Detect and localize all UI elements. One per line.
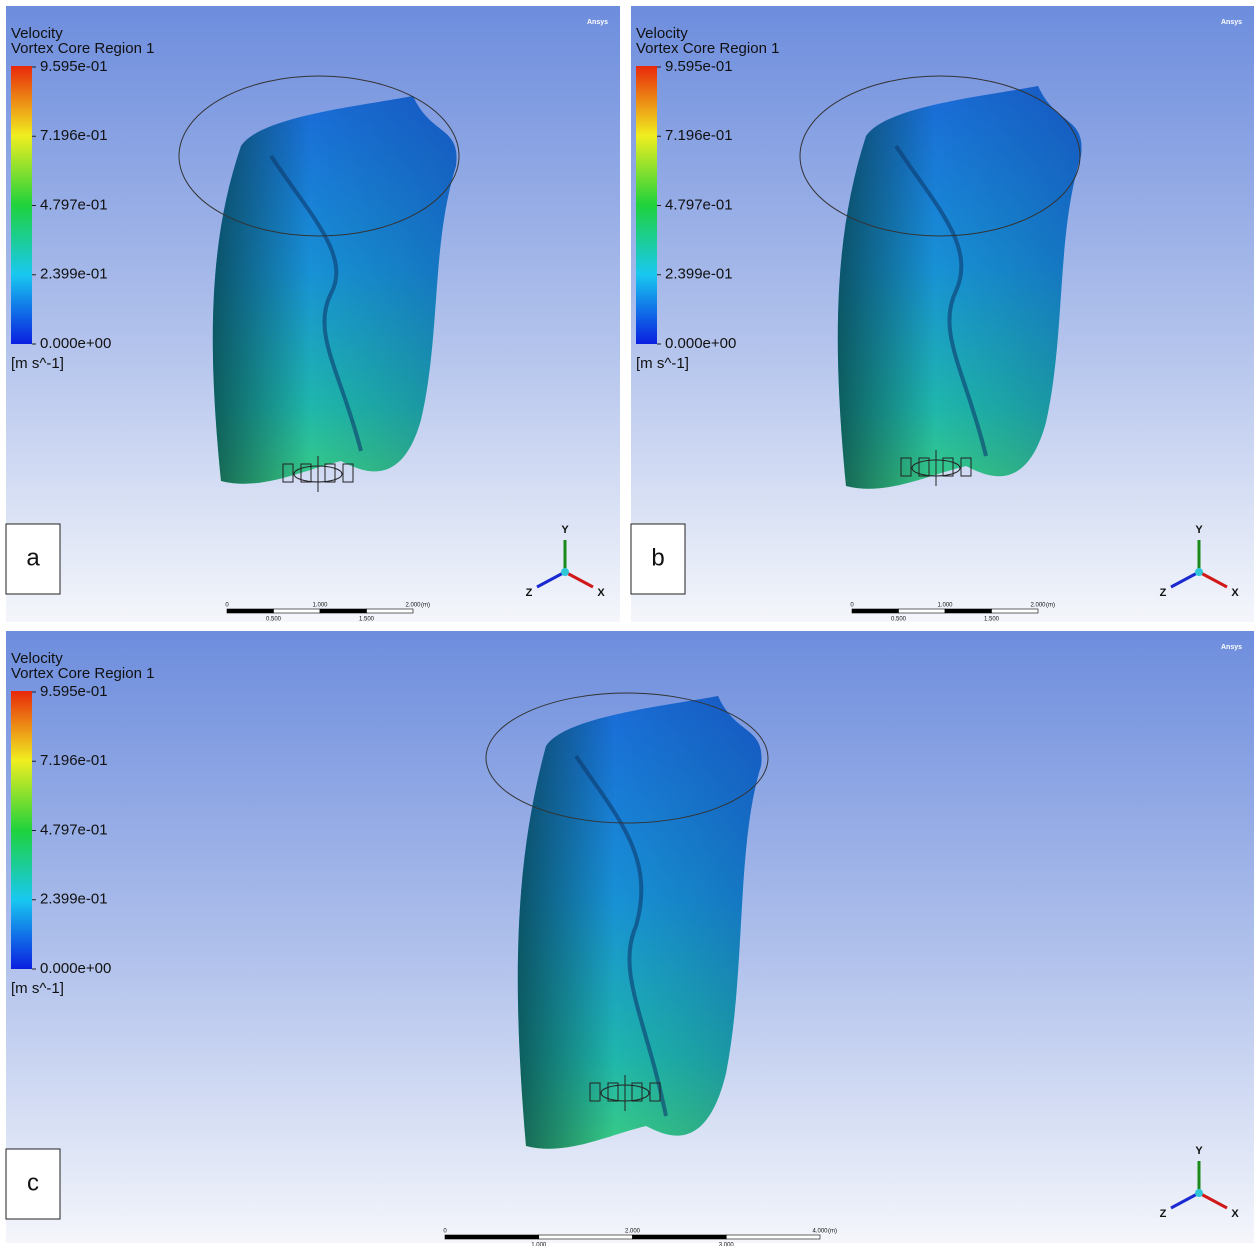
colorbar-tick-label: 4.797e-01	[665, 196, 733, 213]
page: {"panels": [ {"label": "a", "legend": {"…	[0, 0, 1254, 1246]
colorbar-tick-label: 0.000e+00	[40, 335, 111, 352]
colorbar-tick-label: 2.399e-01	[665, 266, 733, 283]
scale-label: 0.500	[891, 617, 907, 623]
axis-origin	[561, 568, 569, 576]
axis-x-label: X	[1231, 587, 1239, 599]
scale-unit: (m)	[421, 603, 430, 609]
scale-bar-segment	[899, 609, 946, 613]
axis-y-label: Y	[1195, 1145, 1203, 1157]
scale-unit: (m)	[1046, 603, 1055, 609]
colorbar-tick-label: 9.595e-01	[665, 58, 733, 75]
colorbar-tick-label: 2.399e-01	[40, 266, 108, 283]
scale-bar-segment	[274, 609, 321, 613]
colorbar-tick-label: 7.196e-01	[665, 127, 733, 144]
colorbar-tick-label: 0.000e+00	[40, 960, 111, 977]
colorbar-tick-label: 4.797e-01	[40, 196, 108, 213]
scale-bar-segment	[945, 609, 992, 613]
scale-label: 2.000	[405, 603, 421, 609]
scale-unit: (m)	[828, 1229, 837, 1235]
colorbar-tick-label: 9.595e-01	[40, 683, 108, 700]
legend-subtitle: Vortex Core Region 1	[636, 40, 779, 57]
legend-subtitle: Vortex Core Region 1	[11, 40, 154, 57]
scale-bar-segment	[367, 609, 414, 613]
legend-unit: [m s^-1]	[11, 355, 64, 372]
axis-x-label: X	[597, 587, 605, 599]
scale-label: 1.500	[984, 617, 1000, 623]
colorbar-tick-label: 9.595e-01	[40, 58, 108, 75]
scale-label: 4.000	[812, 1229, 828, 1235]
axis-origin	[1195, 568, 1203, 576]
colorbar-tick-label: 2.399e-01	[40, 891, 108, 908]
panel-label: a	[26, 544, 40, 571]
scale-label: 1.000	[531, 1243, 547, 1246]
axis-origin	[1195, 1189, 1203, 1197]
axis-y-label: Y	[1195, 524, 1203, 536]
scale-bar-segment	[227, 609, 274, 613]
scale-label: 1.000	[312, 603, 328, 609]
scale-label: 1.000	[937, 603, 953, 609]
colorbar-tick-label: 7.196e-01	[40, 752, 108, 769]
panel-label: c	[27, 1169, 39, 1196]
scale-bar-segment	[320, 609, 367, 613]
legend-unit: [m s^-1]	[11, 980, 64, 997]
logo: Ansys	[1221, 644, 1242, 651]
colorbar-tick-label: 4.797e-01	[40, 821, 108, 838]
scale-label: 2.000	[625, 1229, 641, 1235]
axis-y-label: Y	[561, 524, 569, 536]
scale-bar-segment	[852, 609, 899, 613]
colorbar	[636, 66, 657, 344]
colorbar-tick-label: 7.196e-01	[40, 127, 108, 144]
scale-bar-segment	[539, 1235, 633, 1239]
axis-z-label: Z	[526, 587, 533, 599]
scale-bar-segment	[726, 1235, 820, 1239]
figure: VelocityVortex Core Region 19.595e-017.1…	[0, 0, 1254, 1246]
legend-unit: [m s^-1]	[636, 355, 689, 372]
scale-label: 1.500	[359, 617, 375, 623]
colorbar	[11, 66, 32, 344]
colorbar	[11, 691, 32, 969]
logo: Ansys	[1221, 19, 1242, 26]
panel-label: b	[651, 544, 664, 571]
axis-z-label: Z	[1160, 1208, 1167, 1220]
scale-label: 0.500	[266, 617, 282, 623]
colorbar-tick-label: 0.000e+00	[665, 335, 736, 352]
scale-bar-segment	[633, 1235, 727, 1239]
axis-z-label: Z	[1160, 587, 1167, 599]
logo: Ansys	[587, 19, 608, 26]
scale-label: 3.000	[719, 1243, 735, 1246]
scale-label: 2.000	[1030, 603, 1046, 609]
scale-bar-segment	[992, 609, 1039, 613]
scale-bar-segment	[445, 1235, 539, 1239]
axis-x-label: X	[1231, 1208, 1239, 1220]
legend-subtitle: Vortex Core Region 1	[11, 665, 154, 682]
